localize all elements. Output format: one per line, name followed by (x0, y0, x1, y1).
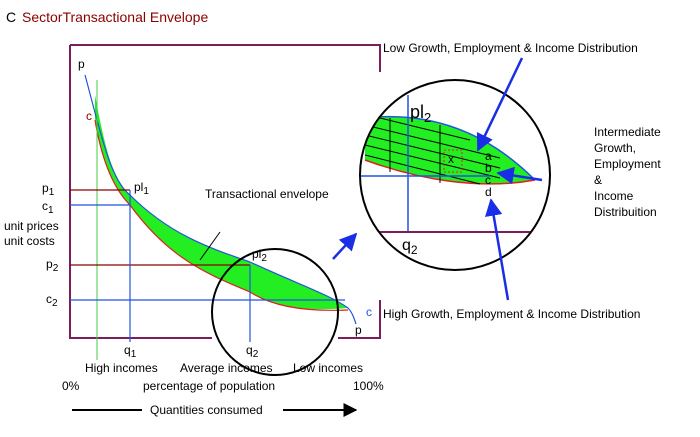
sub: 2 (411, 243, 418, 257)
base: q (402, 237, 411, 254)
quantities: Quantities consumed (150, 403, 263, 417)
focus-circle (211, 248, 339, 376)
intermediate-line: Employment (594, 157, 661, 171)
pl1-label: pl1 (134, 180, 149, 197)
pl2-label: pl2 (252, 247, 267, 264)
zoom-b: b (485, 161, 492, 175)
arrows (332, 57, 543, 301)
sub: 2 (424, 110, 431, 125)
average-incomes: Average incomes (180, 361, 273, 375)
base: p (42, 181, 49, 195)
base: pl (410, 102, 424, 122)
zoom-a: a (485, 149, 492, 163)
title-prefix: C (6, 9, 16, 25)
zoom-circle (359, 79, 551, 271)
low-incomes: Low incomes (293, 361, 363, 375)
sub: 1 (143, 186, 149, 197)
high-growth: High Growth, Employment & Income Distrib… (383, 307, 640, 321)
unit-prices: unit prices (4, 219, 59, 233)
q2-label: q2 (246, 343, 259, 360)
base: c (46, 292, 52, 306)
percentage: percentage of population (143, 379, 275, 393)
sub: 2 (52, 298, 58, 309)
c2-label: c2 (46, 292, 58, 309)
intermediate-line: Intermediate (594, 125, 661, 139)
frame (69, 44, 381, 339)
envelope-label: Transactional envelope (205, 187, 329, 201)
p-label: p (78, 57, 85, 71)
c1-label: c1 (42, 199, 54, 216)
high-incomes: High incomes (85, 361, 158, 375)
base: p (46, 257, 53, 271)
unit-costs: unit costs (4, 234, 55, 248)
sub: 2 (261, 253, 267, 264)
price-curve (84, 74, 357, 325)
p-end: p (355, 323, 362, 337)
intermediate-line: Growth, (594, 141, 636, 155)
sub: 2 (53, 263, 59, 274)
intermediate-line: Distribuition (594, 205, 657, 219)
sub: 1 (131, 349, 137, 360)
envelope-pointer (199, 231, 221, 261)
intermediate-growth: Intermediate Growth, Employment & Income Dist… (594, 125, 661, 219)
base: q (124, 343, 131, 357)
intermediate-line: & (594, 173, 602, 187)
zero-pct: 0% (62, 379, 80, 393)
low-growth: Low Growth, Employment & Income Distribu… (383, 41, 638, 55)
base: pl (252, 247, 261, 261)
cost-curve (94, 119, 349, 311)
c-end: c (366, 305, 372, 319)
intermediate-line: Income (594, 189, 634, 203)
envelope (95, 95, 348, 310)
base: q (246, 343, 253, 357)
sub: 2 (253, 349, 259, 360)
zoom-d: d (485, 185, 492, 199)
p1-label: p1 (42, 181, 55, 198)
base: pl (134, 180, 143, 194)
title: SectorTransactional Envelope (22, 9, 208, 25)
zoom-content (361, 95, 549, 233)
base: c (42, 199, 48, 213)
zoom-q2: q2 (402, 237, 418, 257)
sub: 1 (49, 187, 55, 198)
guides (70, 189, 345, 342)
c-label: c (86, 109, 92, 123)
sub: 1 (48, 205, 54, 216)
zoom-pl2: pl2 (410, 102, 431, 125)
hundred-pct: 100% (353, 379, 384, 393)
zoom-c: c (485, 173, 491, 187)
q1-label: q1 (124, 343, 137, 360)
p2-label: p2 (46, 257, 59, 274)
zoom-x: x (448, 152, 454, 166)
